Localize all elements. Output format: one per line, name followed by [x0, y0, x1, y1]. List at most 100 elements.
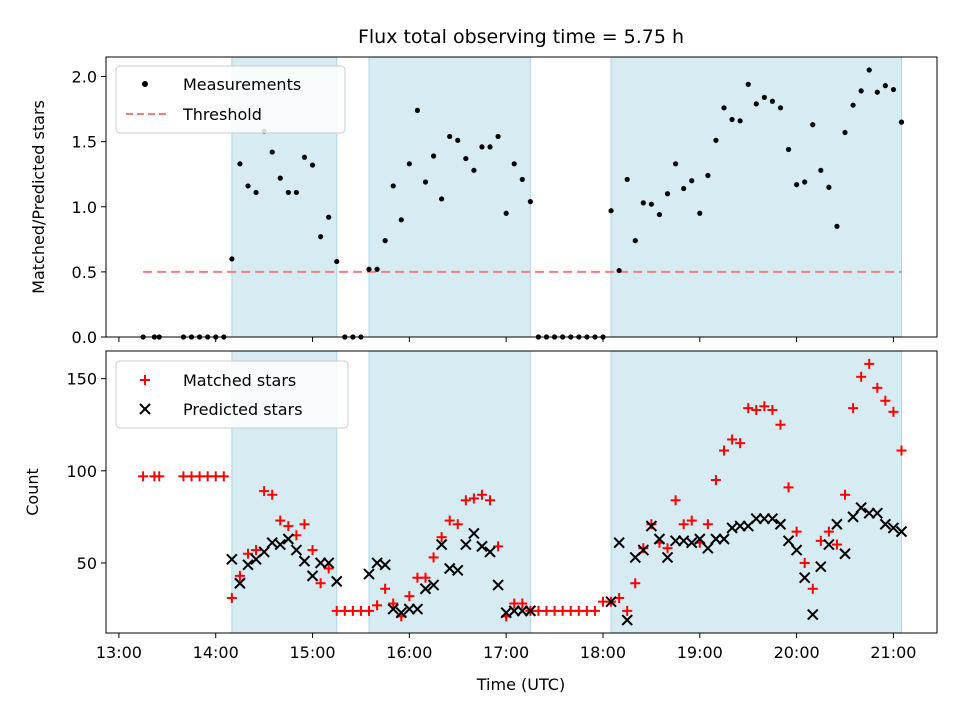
- measurement-point-11: [245, 183, 251, 189]
- predicted-star-point-27: [468, 527, 480, 540]
- x-tick-label-3: 16:00: [386, 643, 432, 662]
- measurement-point-26: [366, 266, 372, 272]
- x-tick-label-1: 14:00: [193, 643, 239, 662]
- measurement-point-33: [422, 179, 429, 185]
- x-tick-label-0: 13:00: [96, 643, 142, 662]
- predicted-star-point-63: [831, 518, 843, 530]
- measurement-point-76: [769, 98, 776, 104]
- measurement-point-21: [326, 214, 332, 220]
- top-y-axis-label: Matched/Predicted stars: [29, 100, 48, 294]
- measurement-point-80: [802, 179, 808, 185]
- chart-title: Flux total observing time = 5.75 h: [358, 26, 684, 48]
- predicted-star-point-20: [411, 603, 424, 615]
- measurement-point-89: [874, 89, 880, 95]
- matched-star-point-27: [372, 600, 383, 611]
- measurement-point-56: [608, 208, 614, 214]
- x-tick-label-6: 19:00: [677, 643, 723, 662]
- predicted-star-point-9: [298, 555, 311, 567]
- predicted-star-point-57: [782, 535, 795, 547]
- matched-star-point-14: [267, 489, 278, 500]
- predicted-star-point-0: [226, 553, 238, 565]
- predicted-star-point-45: [686, 536, 698, 549]
- predicted-star-point-68: [871, 507, 884, 519]
- matched-star-point-29: [388, 598, 399, 609]
- measurement-point-91: [890, 86, 897, 93]
- predicted-star-point-65: [847, 511, 859, 523]
- matched-star-point-75: [759, 401, 770, 412]
- bottom-legend: Matched stars Predicted stars: [115, 360, 349, 429]
- matched-star-point-19: [307, 545, 318, 556]
- matched-star-point-41: [485, 495, 496, 506]
- top-axes-frame: [105, 56, 938, 338]
- measurement-point-43: [503, 210, 509, 216]
- predicted-star-point-35: [605, 595, 617, 608]
- matched-star-point-21: [323, 563, 334, 574]
- matched-star-point-40: [476, 489, 487, 500]
- measurement-point-37: [455, 137, 461, 143]
- bottom-shaded-interval-1: [368, 350, 531, 634]
- predicted-star-point-41: [653, 533, 666, 545]
- matched-star-point-88: [864, 358, 875, 369]
- predicted-star-point-22: [427, 579, 440, 591]
- predicted-star-point-56: [774, 518, 787, 530]
- predicted-star-point-37: [621, 614, 633, 626]
- matched-star-point-63: [662, 543, 673, 554]
- measurement-point-38: [463, 155, 469, 162]
- matched-star-point-16: [283, 521, 294, 532]
- predicted-star-point-4: [258, 546, 270, 558]
- matched-star-point-74: [751, 404, 762, 415]
- matched-star-point-87: [856, 371, 867, 382]
- measurement-point-44: [511, 161, 517, 167]
- matched-star-point-20: [315, 578, 326, 589]
- matched-star-point-85: [840, 489, 851, 500]
- matched-star-point-0: [138, 471, 149, 482]
- predicted-star-point-29: [484, 546, 496, 558]
- measurement-point-82: [818, 167, 824, 173]
- top-y-ticks: 0.0 0.5 1.0 1.5 2.0: [72, 68, 106, 347]
- matched-star-point-64: [670, 495, 681, 506]
- matched-star-point-15: [275, 515, 286, 526]
- bottom-y-tick-label-2: 150: [66, 370, 97, 389]
- matched-star-point-70: [719, 445, 730, 456]
- top-legend: Measurements Threshold: [115, 65, 346, 134]
- matched-star-point-12: [251, 545, 262, 556]
- legend-threshold-label: Threshold: [182, 105, 262, 124]
- matched-star-point-60: [638, 543, 649, 554]
- measurement-point-61: [648, 201, 654, 207]
- top-y-tick-label-4: 2.0: [72, 68, 97, 87]
- measurement-point-45: [519, 176, 525, 183]
- matched-star-point-68: [702, 519, 713, 530]
- measurement-point-36: [447, 133, 453, 140]
- predicted-star-point-71: [895, 525, 908, 538]
- top-x-ticks: [118, 337, 894, 342]
- matched-star-point-42: [493, 541, 504, 552]
- measurement-point-59: [632, 238, 638, 244]
- top-legend-box: [115, 65, 346, 134]
- matched-star-point-65: [678, 519, 689, 530]
- predicted-star-point-34: [524, 605, 537, 617]
- predicted-star-point-49: [718, 533, 730, 545]
- matched-star-point-58: [622, 605, 633, 616]
- x-tick-label-7: 20:00: [774, 643, 820, 662]
- predicted-star-point-59: [798, 571, 811, 584]
- matched-star-point-59: [630, 578, 641, 589]
- measurement-point-58: [624, 176, 630, 183]
- matched-star-point-81: [807, 583, 818, 594]
- matched-star-point-54: [589, 605, 600, 616]
- predicted-star-point-36: [613, 536, 625, 549]
- predicted-star-point-62: [823, 538, 835, 551]
- measurement-point-16: [285, 189, 291, 196]
- predicted-star-point-46: [694, 533, 706, 545]
- predicted-star-point-70: [887, 522, 900, 534]
- matched-star-point-45: [517, 598, 528, 609]
- measurement-point-41: [487, 144, 493, 150]
- measurement-point-10: [237, 161, 243, 167]
- measurement-point-68: [705, 172, 711, 179]
- measurement-point-69: [713, 137, 719, 143]
- x-tick-label-4: 17:00: [483, 643, 529, 662]
- matched-star-point-18: [299, 519, 310, 530]
- matched-star-point-86: [848, 403, 859, 414]
- measurement-point-90: [882, 83, 888, 89]
- measurement-point-20: [318, 234, 324, 240]
